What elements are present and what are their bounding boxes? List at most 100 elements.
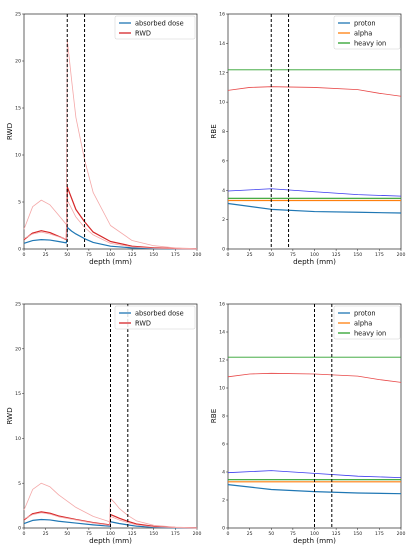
- chart-panel: 0 25 50 75 100 125 150 175 200 0 5 10 15 20 25 depth (m…: [5, 12, 201, 266]
- x-tick-label: 75: [290, 252, 296, 258]
- series-line: [227, 188, 402, 197]
- series-line: [23, 38, 198, 250]
- y-tick-label: 0: [18, 247, 21, 253]
- x-tick-label: 75: [290, 531, 296, 537]
- x-axis-label: depth (mm): [293, 536, 336, 545]
- y-tick-label: 0: [222, 247, 225, 253]
- x-tick-label: 75: [86, 252, 92, 258]
- legend-box: [333, 15, 401, 50]
- legend-label: absorbed dose: [135, 309, 184, 317]
- y-axis-label: RBE: [209, 124, 218, 139]
- x-tick-label: 0: [23, 252, 26, 258]
- y-tick-label: 10: [15, 436, 21, 442]
- x-tick-label: 125: [128, 252, 137, 258]
- x-tick-label: 25: [247, 252, 253, 258]
- y-tick-label: 12: [219, 358, 225, 364]
- x-axis-label: depth (mm): [89, 257, 132, 266]
- legend-label: RWD: [135, 29, 151, 37]
- y-tick-label: 25: [15, 302, 21, 308]
- y-tick-label: 8: [222, 129, 225, 135]
- x-tick-label: 200: [397, 252, 406, 258]
- x-tick-label: 25: [43, 531, 49, 537]
- y-tick-label: 16: [219, 302, 225, 308]
- y-tick-label: 8: [222, 414, 225, 420]
- x-tick-label: 50: [268, 531, 274, 537]
- y-tick-label: 5: [18, 200, 21, 206]
- y-tick-label: 6: [222, 442, 225, 448]
- y-tick-label: 2: [222, 217, 225, 223]
- y-tick-label: 4: [222, 470, 225, 476]
- legend-label: proton: [354, 19, 376, 27]
- legend: absorbed dose RWD: [114, 305, 196, 330]
- x-tick-label: 100: [310, 252, 319, 258]
- legend-label: heavy ion: [354, 329, 386, 337]
- series-line: [227, 470, 402, 478]
- x-tick-label: 125: [128, 531, 137, 537]
- y-axis-label: RWD: [5, 122, 14, 140]
- y-tick-label: 16: [219, 12, 225, 18]
- x-tick-label: 0: [23, 531, 26, 537]
- x-tick-label: 125: [332, 531, 341, 537]
- y-tick-label: 14: [219, 41, 225, 47]
- x-tick-label: 50: [64, 252, 70, 258]
- x-tick-label: 75: [86, 531, 92, 537]
- y-tick-label: 0: [222, 526, 225, 532]
- legend-box: [333, 305, 401, 340]
- y-tick-label: 20: [15, 59, 21, 65]
- x-tick-label: 200: [193, 531, 202, 537]
- x-tick-label: 50: [268, 252, 274, 258]
- y-tick-label: 10: [219, 386, 225, 392]
- x-tick-label: 0: [227, 252, 230, 258]
- series-line-RWD: [23, 186, 198, 250]
- x-tick-label: 150: [149, 252, 158, 258]
- y-axis-label: RWD: [5, 407, 14, 425]
- x-tick-label: 50: [64, 531, 70, 537]
- series-line-absorbed-dose: [23, 226, 198, 250]
- series-line-proton: [227, 202, 402, 214]
- x-tick-label: 175: [171, 531, 180, 537]
- x-tick-label: 25: [43, 252, 49, 258]
- legend-box: [114, 305, 196, 330]
- chart-panel: 0 25 50 75 100 125 150 175 200 0 5 10 15 20 25 depth (m…: [5, 302, 201, 545]
- x-tick-label: 175: [375, 531, 384, 537]
- chart-panel: 0 25 50 75 100 125 150 175 200 0 2 4 6 8 10 12 14 16 depth…: [209, 302, 405, 545]
- legend-label: alpha: [354, 319, 372, 327]
- y-tick-label: 6: [222, 158, 225, 164]
- y-tick-label: 2: [222, 498, 225, 504]
- y-tick-label: 0: [18, 526, 21, 532]
- y-tick-label: 4: [222, 188, 225, 194]
- legend-box: [114, 15, 196, 40]
- y-tick-label: 10: [15, 153, 21, 159]
- legend-label: alpha: [354, 29, 372, 37]
- x-tick-label: 150: [353, 531, 362, 537]
- axes-frame: [23, 13, 198, 250]
- legend-label: proton: [354, 309, 376, 317]
- x-tick-label: 0: [227, 531, 230, 537]
- x-tick-label: 150: [353, 252, 362, 258]
- x-tick-label: 100: [106, 252, 115, 258]
- y-axis-label: RBE: [209, 408, 218, 423]
- series-line: [227, 86, 402, 97]
- x-tick-label: 200: [397, 531, 406, 537]
- legend: proton alpha heavy ion: [333, 15, 401, 50]
- x-tick-label: 175: [375, 252, 384, 258]
- x-tick-label: 25: [247, 531, 253, 537]
- x-tick-label: 175: [171, 252, 180, 258]
- y-tick-label: 25: [15, 12, 21, 18]
- y-tick-label: 15: [15, 391, 21, 397]
- chart-panel: 0 25 50 75 100 125 150 175 200 0 2 4 6 8 10 12 14 16 depth…: [209, 12, 405, 266]
- legend: proton alpha heavy ion: [333, 305, 401, 340]
- y-tick-label: 10: [219, 100, 225, 106]
- x-tick-label: 125: [332, 252, 341, 258]
- x-axis-label: depth (mm): [89, 536, 132, 545]
- x-axis-label: depth (mm): [293, 257, 336, 266]
- y-tick-label: 5: [18, 481, 21, 487]
- y-tick-label: 15: [15, 106, 21, 112]
- y-tick-label: 12: [219, 70, 225, 76]
- x-tick-label: 200: [193, 252, 202, 258]
- x-tick-label: 100: [310, 531, 319, 537]
- x-tick-label: 150: [149, 531, 158, 537]
- x-tick-label: 100: [106, 531, 115, 537]
- y-tick-label: 20: [15, 346, 21, 352]
